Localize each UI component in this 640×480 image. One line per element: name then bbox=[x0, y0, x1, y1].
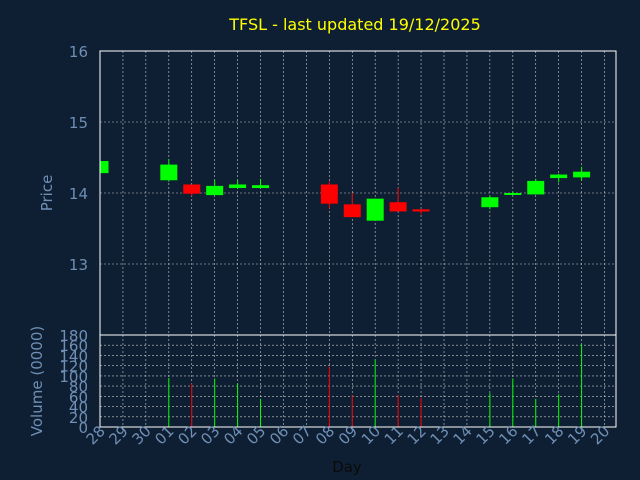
price-tick-label: 15 bbox=[69, 114, 88, 132]
chart-title: TFSL - last updated 19/12/2025 bbox=[228, 15, 481, 34]
day-tick-label: 20 bbox=[587, 422, 613, 448]
price-candles bbox=[99, 158, 591, 221]
candle-body bbox=[252, 185, 270, 189]
candle bbox=[504, 191, 522, 196]
candle bbox=[160, 158, 178, 182]
price-y-tick-labels: 13 14 15 16 bbox=[69, 43, 88, 274]
candle bbox=[550, 173, 568, 183]
candle-body bbox=[343, 204, 361, 218]
volume-tick-label: 80 bbox=[69, 378, 88, 396]
candle bbox=[343, 193, 361, 218]
candle bbox=[366, 198, 384, 221]
volume-tick-label: 120 bbox=[59, 358, 88, 376]
candle bbox=[206, 180, 224, 196]
candle-body bbox=[100, 161, 109, 174]
volume-bars bbox=[168, 344, 583, 427]
price-axis-label: Price bbox=[38, 175, 56, 212]
candle-body bbox=[412, 209, 430, 212]
candle-body bbox=[160, 164, 178, 181]
price-tick-label: 13 bbox=[69, 256, 88, 274]
candle-body bbox=[389, 202, 407, 212]
volume-tick-label: 140 bbox=[59, 347, 88, 365]
volume-tick-label: 180 bbox=[59, 327, 88, 345]
candle-body bbox=[366, 198, 384, 221]
candle-body bbox=[206, 185, 224, 196]
price-tick-label: 14 bbox=[69, 185, 88, 203]
candle-body bbox=[229, 184, 247, 189]
candle-body bbox=[183, 184, 201, 194]
volume-tick-label: 20 bbox=[69, 409, 88, 427]
candle-body bbox=[573, 171, 591, 178]
candle bbox=[320, 181, 338, 209]
candle bbox=[527, 178, 545, 195]
candle-body bbox=[481, 197, 499, 208]
price-tick-label: 16 bbox=[69, 43, 88, 61]
volume-axis-label: Volume (0000) bbox=[28, 326, 46, 436]
candle bbox=[573, 166, 591, 181]
candle bbox=[412, 209, 430, 215]
volume-tick-label: 100 bbox=[59, 368, 88, 386]
candle bbox=[389, 188, 407, 212]
candle-body bbox=[527, 180, 545, 195]
candle-body bbox=[320, 184, 338, 204]
candle-body bbox=[550, 174, 568, 179]
candle-body bbox=[504, 193, 522, 195]
volume-tick-label: 40 bbox=[69, 399, 88, 417]
candle bbox=[229, 180, 247, 189]
volume-tick-label: 0 bbox=[78, 419, 88, 437]
day-tick-labels: 2829300102030405060708091011121314151617… bbox=[83, 422, 614, 448]
volume-tick-label: 60 bbox=[69, 388, 88, 406]
candle bbox=[99, 161, 109, 174]
volume-grid bbox=[100, 335, 616, 427]
volume-plot-frame bbox=[99, 334, 617, 428]
candle bbox=[252, 178, 270, 189]
candle bbox=[183, 184, 201, 196]
x-axis-label: Day bbox=[332, 458, 362, 476]
volume-tick-label: 160 bbox=[59, 337, 88, 355]
candle bbox=[481, 195, 499, 210]
